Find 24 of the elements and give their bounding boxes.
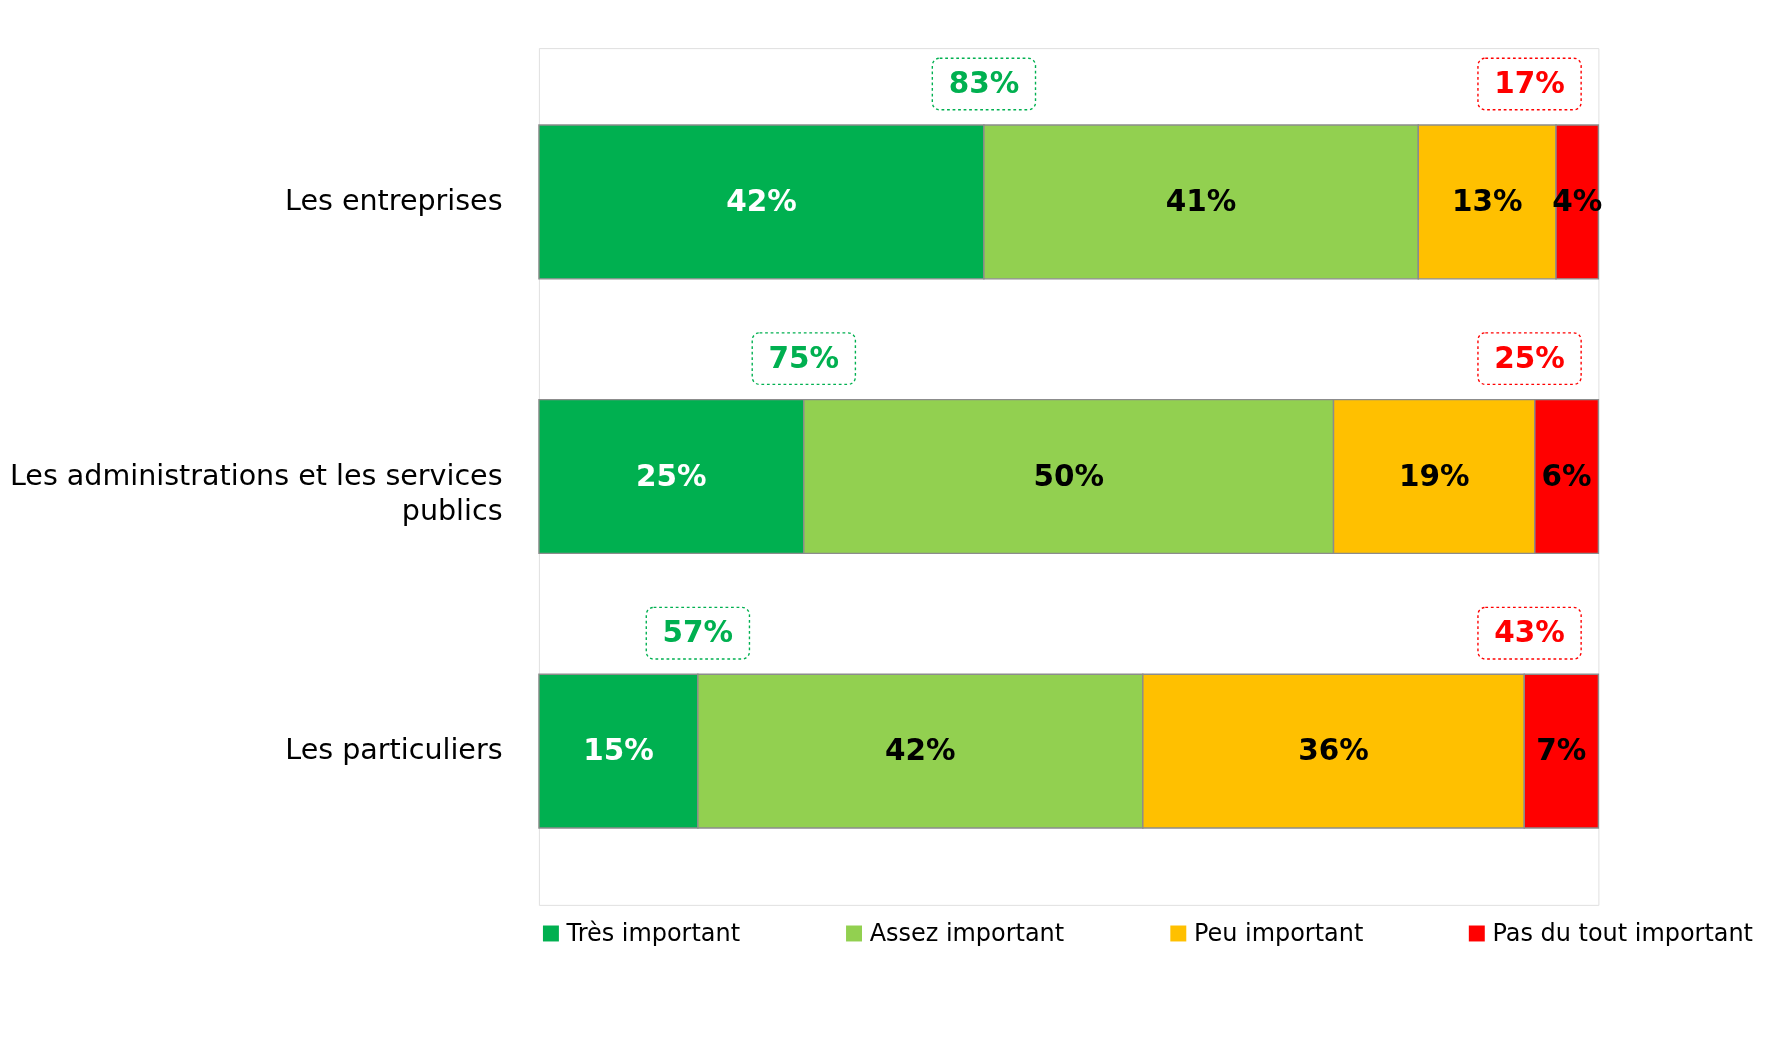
data-label: 41% xyxy=(1165,184,1237,219)
legend-label: Pas du tout important xyxy=(1492,918,1754,947)
annotation: 75% xyxy=(768,340,840,375)
annotation: 43% xyxy=(1494,615,1565,650)
y-tick-label: Les administrations et les services publics xyxy=(9,457,503,527)
legend-label: Peu important xyxy=(1193,918,1364,947)
data-label: 6% xyxy=(1541,458,1592,493)
data-label: 13% xyxy=(1451,184,1523,219)
data-label: 7% xyxy=(1536,733,1587,768)
data-label: 25% xyxy=(636,458,707,493)
data-label: 36% xyxy=(1298,733,1369,768)
data-label: 15% xyxy=(583,733,654,768)
data-label: 42% xyxy=(885,733,956,768)
data-label: 50% xyxy=(1033,458,1104,493)
legend-label: Assez important xyxy=(869,918,1065,947)
annotation: 57% xyxy=(662,615,734,650)
y-tick-label: Les entreprises xyxy=(285,183,503,218)
y-tick-label: Les particuliers xyxy=(285,732,503,767)
annotation: 83% xyxy=(948,66,1020,101)
annotation: 17% xyxy=(1494,66,1565,101)
annotation: 25% xyxy=(1494,340,1565,375)
data-label: 19% xyxy=(1398,458,1470,493)
data-label: 42% xyxy=(726,184,797,219)
legend-label: Très important xyxy=(565,918,741,947)
